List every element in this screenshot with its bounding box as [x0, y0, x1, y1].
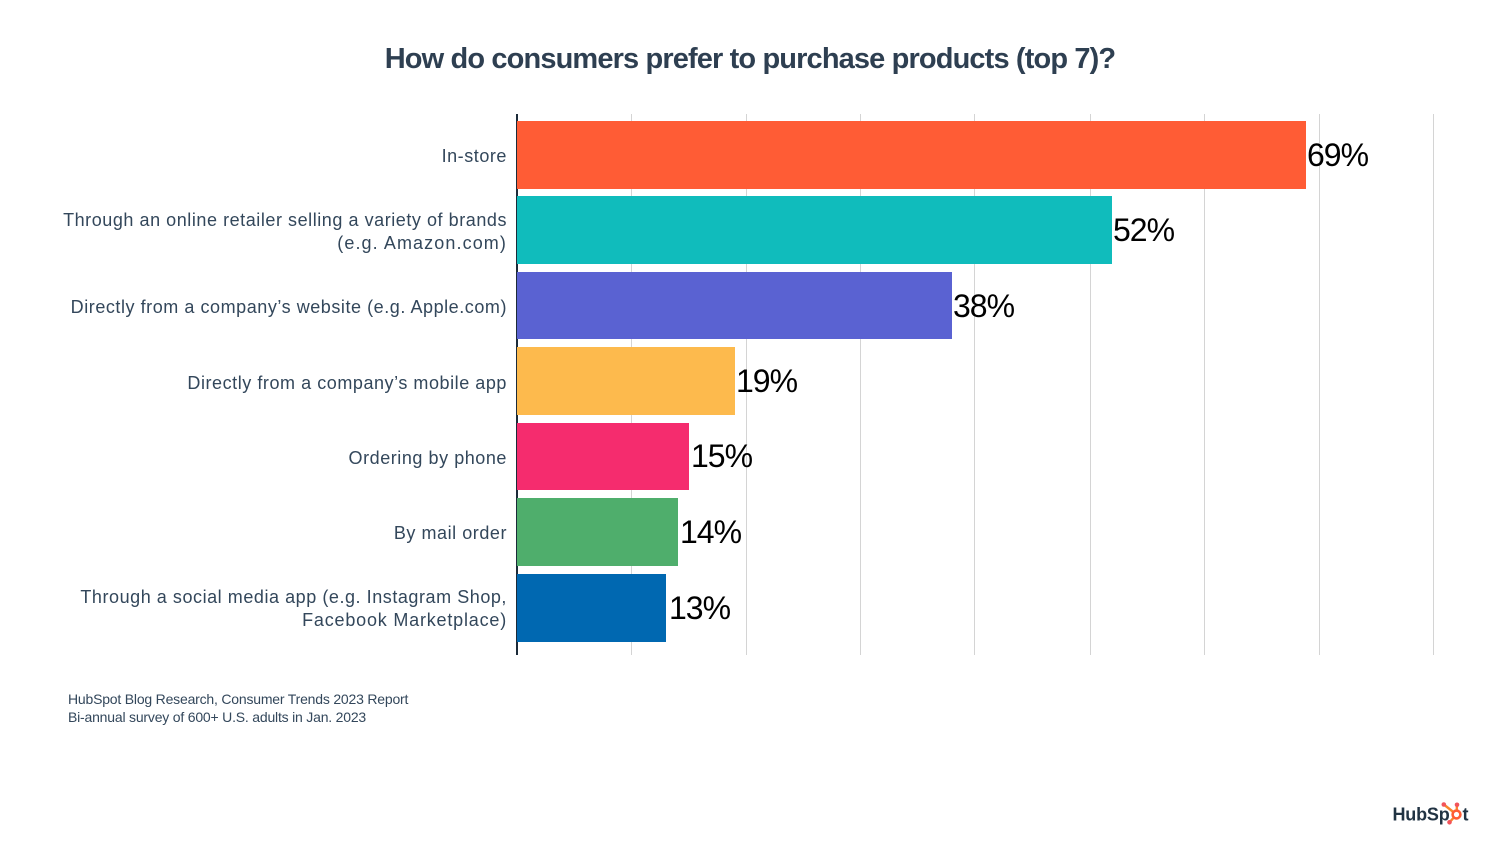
svg-text:t: t	[1463, 805, 1469, 825]
svg-text:HubSp: HubSp	[1393, 805, 1450, 825]
